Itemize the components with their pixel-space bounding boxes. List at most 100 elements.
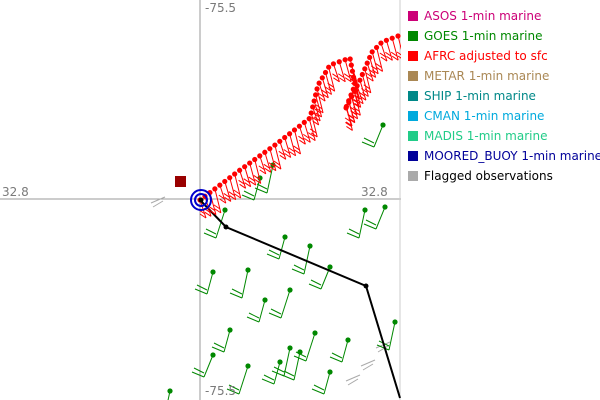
legend-label-ship: SHIP 1-min marine [424, 89, 536, 103]
map-panel[interactable]: -75.5 -75.5 32.8 32.8 [0, 0, 401, 400]
afrc-observation-dot [222, 178, 228, 185]
afrc-barb-flag [208, 206, 216, 211]
afrc-barb-flag [304, 137, 311, 143]
flagged-barb [377, 345, 389, 353]
afrc-barb-staff [332, 63, 340, 82]
goes-barb-flag [310, 279, 322, 286]
goes-barb-staff [203, 354, 214, 378]
legend-item-moored-buoy[interactable]: MOORED_BUOY 1-min marine [405, 146, 600, 166]
afrc-barb-flag [338, 77, 346, 83]
afrc-observation-dot [286, 131, 293, 137]
goes-barb-flag [346, 232, 360, 239]
afrc-observation-dot [357, 77, 363, 83]
goes-observation-dot [210, 352, 216, 358]
legend-swatch-asos [408, 11, 418, 21]
afrc-observation-dot [306, 116, 312, 122]
afrc-observation-dot [343, 105, 349, 111]
afrc-barb-flag [390, 51, 398, 57]
afrc-barb-flag [328, 86, 335, 92]
legend-item-metar[interactable]: METAR 1-min marine [405, 66, 600, 86]
goes-barb-flag [311, 388, 325, 395]
legend-label-madis: MADIS 1-min marine [424, 129, 548, 143]
afrc-barb-flag [391, 55, 399, 61]
afrc-barb-flag [344, 77, 352, 83]
afrc-observation-dot [389, 35, 395, 41]
afrc-barb-staff [312, 106, 320, 126]
afrc-barb-staff [344, 59, 352, 82]
buoy-track-point [363, 283, 369, 289]
afrc-barb-flag [380, 56, 388, 62]
goes-barb-staff [258, 299, 266, 323]
afrc-barb-flag [209, 210, 217, 215]
afrc-barb-staff [219, 184, 227, 204]
afrc-barb-staff [315, 94, 323, 118]
legend-label-metar: METAR 1-min marine [424, 69, 550, 83]
afrc-observation-dot [347, 56, 353, 62]
afrc-barb-flag [312, 120, 319, 126]
afrc-barb-flag [294, 149, 301, 155]
afrc-barb-flag [355, 95, 363, 101]
afrc-observation-dot [383, 37, 390, 43]
afrc-barb-staff [385, 40, 393, 61]
goes-barb-flag [293, 264, 305, 271]
afrc-barb-flag [321, 89, 328, 95]
afrc-barb-staff [380, 42, 388, 62]
goes-observation-dot [392, 319, 398, 325]
afrc-barb-flag [289, 151, 296, 157]
legend-item-afrc[interactable]: AFRC adjusted to sfc [405, 46, 600, 66]
goes-barb-flag [308, 283, 322, 290]
afrc-barb-staff [350, 64, 358, 84]
legend-item-cman[interactable]: CMAN 1-min marine [405, 106, 600, 126]
afrc-barb-flag [376, 67, 383, 72]
afrc-barb-flag [239, 183, 246, 189]
afrc-barb-flag [386, 55, 393, 61]
goes-barb-flag [293, 355, 307, 362]
moored-buoy-track [199, 199, 401, 399]
goes-observation-dot [210, 269, 216, 275]
afrc-barb-flag [299, 139, 306, 145]
afrc-observation-dot [348, 62, 354, 68]
legend-item-madis[interactable]: MADIS 1-min marine [405, 126, 600, 146]
goes-barb-staff [293, 351, 301, 381]
legend-swatch-ship [408, 91, 418, 101]
afrc-observation-dot [326, 64, 332, 70]
afrc-barb-flag [284, 153, 291, 158]
legend-item-ship[interactable]: SHIP 1-min marine [405, 86, 600, 106]
goes-barb-flag [261, 378, 275, 385]
afrc-observation-dot [314, 86, 320, 92]
afrc-barb-flag [223, 193, 231, 198]
legend-item-goes[interactable]: GOES 1-min marine [405, 26, 600, 46]
goes-observation-dot [277, 359, 283, 365]
legend-swatch-metar [408, 71, 418, 81]
afrc-barb-flag [288, 147, 295, 153]
afrc-barb-flag [204, 211, 212, 217]
afrc-observation-dot [277, 138, 283, 144]
afrc-observation-dot [395, 33, 401, 39]
goes-barb-flag [213, 342, 225, 349]
goes-barb-flag [291, 268, 305, 275]
goes-barb-flag [194, 288, 208, 295]
goes-barb-staff [303, 245, 311, 275]
legend-swatch-cman [408, 111, 418, 121]
goes-barb-flag [365, 219, 377, 226]
legend-swatch-madis [408, 131, 418, 141]
afrc-barb-flag [268, 162, 276, 168]
afrc-barb-flag [375, 63, 382, 68]
legend-label-asos: ASOS 1-min marine [424, 9, 542, 23]
afrc-barb-flag [234, 193, 241, 199]
goes-observation-dot [227, 327, 233, 333]
afrc-barb-flag [274, 164, 282, 170]
afrc-observation-dot [311, 98, 317, 104]
goes-barb-flag [331, 352, 343, 359]
legend-item-flagged[interactable]: Flagged observations [405, 166, 600, 186]
afrc-observation-dot [217, 182, 223, 188]
goes-barb-staff [206, 271, 214, 295]
legend-item-asos[interactable]: ASOS 1-min marine [405, 6, 600, 26]
afrc-barb-flag [358, 91, 366, 97]
afrc-barb-flag [228, 191, 235, 197]
goes-barb-flag [243, 190, 255, 197]
goes-observation-dot [287, 345, 293, 351]
afrc-barb-flag [379, 52, 387, 58]
map-canvas[interactable] [0, 0, 401, 400]
afrc-barb-flag [238, 179, 245, 185]
